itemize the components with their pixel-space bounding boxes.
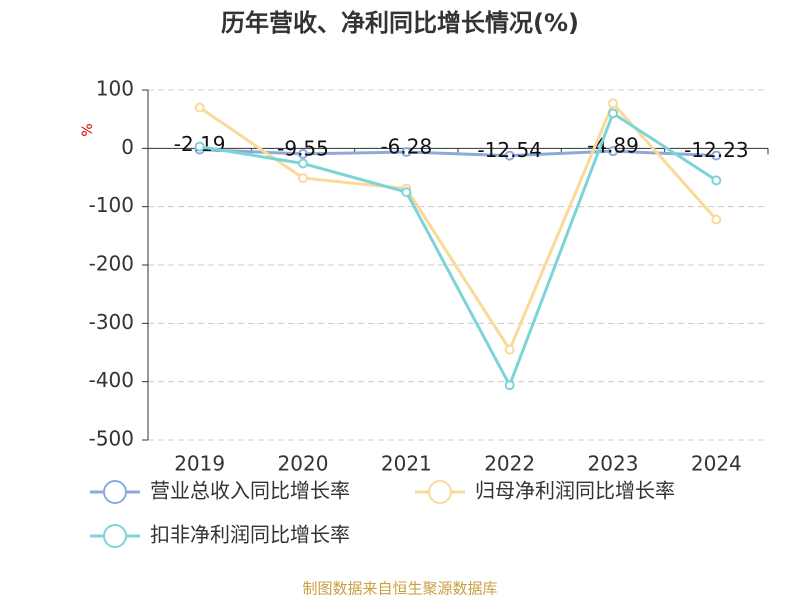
point xyxy=(298,148,308,159)
data-label: -12.23 xyxy=(684,138,748,162)
series-line xyxy=(199,148,717,158)
data-label: -9.55 xyxy=(277,136,329,160)
x-tick-label: 2019 xyxy=(174,452,225,476)
point xyxy=(711,150,722,161)
legend-label: 营业总收入同比增长率 xyxy=(150,479,350,503)
x-tick-label: 2020 xyxy=(278,452,329,476)
y-tick-label: 100 xyxy=(96,77,134,101)
legend-label: 扣非净利润同比增长率 xyxy=(150,523,350,547)
legend-marker xyxy=(103,480,127,504)
point xyxy=(608,98,618,109)
source-note: 制图数据来自恒生聚源数据库 xyxy=(302,580,497,598)
y-tick-label: -300 xyxy=(89,310,134,334)
legend-marker xyxy=(103,524,127,548)
point xyxy=(194,141,205,152)
data-label: -12.54 xyxy=(477,138,541,162)
point xyxy=(401,146,412,157)
point xyxy=(401,187,412,198)
legend-label: 归母净利润同比增长率 xyxy=(475,479,675,503)
point xyxy=(608,146,618,157)
point xyxy=(711,175,722,186)
point xyxy=(608,108,618,119)
y-tick-label: -400 xyxy=(89,368,134,392)
series-line xyxy=(199,111,718,389)
data-label: -6.28 xyxy=(380,134,432,158)
point xyxy=(711,214,722,225)
point xyxy=(504,344,515,355)
point xyxy=(194,102,205,113)
x-tick-label: 2024 xyxy=(691,452,742,476)
x-tick-label: 2021 xyxy=(381,452,432,476)
legend-marker xyxy=(428,480,452,504)
point xyxy=(298,158,308,169)
point xyxy=(504,150,515,161)
y-tick-label: -200 xyxy=(89,252,134,276)
chart-title: 历年营收、净利同比增长情况(%) xyxy=(221,9,579,37)
y-tick-label: -100 xyxy=(89,193,134,217)
x-tick-label: 2022 xyxy=(484,452,535,476)
point xyxy=(298,173,308,184)
y-tick-label: 0 xyxy=(121,135,134,159)
point xyxy=(504,380,515,391)
x-tick-label: 2023 xyxy=(588,452,639,476)
y-tick-label: -500 xyxy=(89,427,134,451)
y-axis-label: % xyxy=(80,123,96,136)
